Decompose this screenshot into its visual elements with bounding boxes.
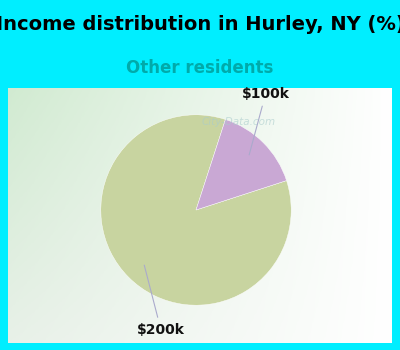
Text: $200k: $200k [137, 265, 185, 337]
Text: Other residents: Other residents [126, 59, 274, 77]
Wedge shape [196, 119, 286, 210]
Text: $100k: $100k [242, 87, 290, 155]
Wedge shape [101, 115, 291, 305]
Text: City-Data.com: City-Data.com [202, 117, 276, 127]
Text: Income distribution in Hurley, NY (%): Income distribution in Hurley, NY (%) [0, 15, 400, 34]
